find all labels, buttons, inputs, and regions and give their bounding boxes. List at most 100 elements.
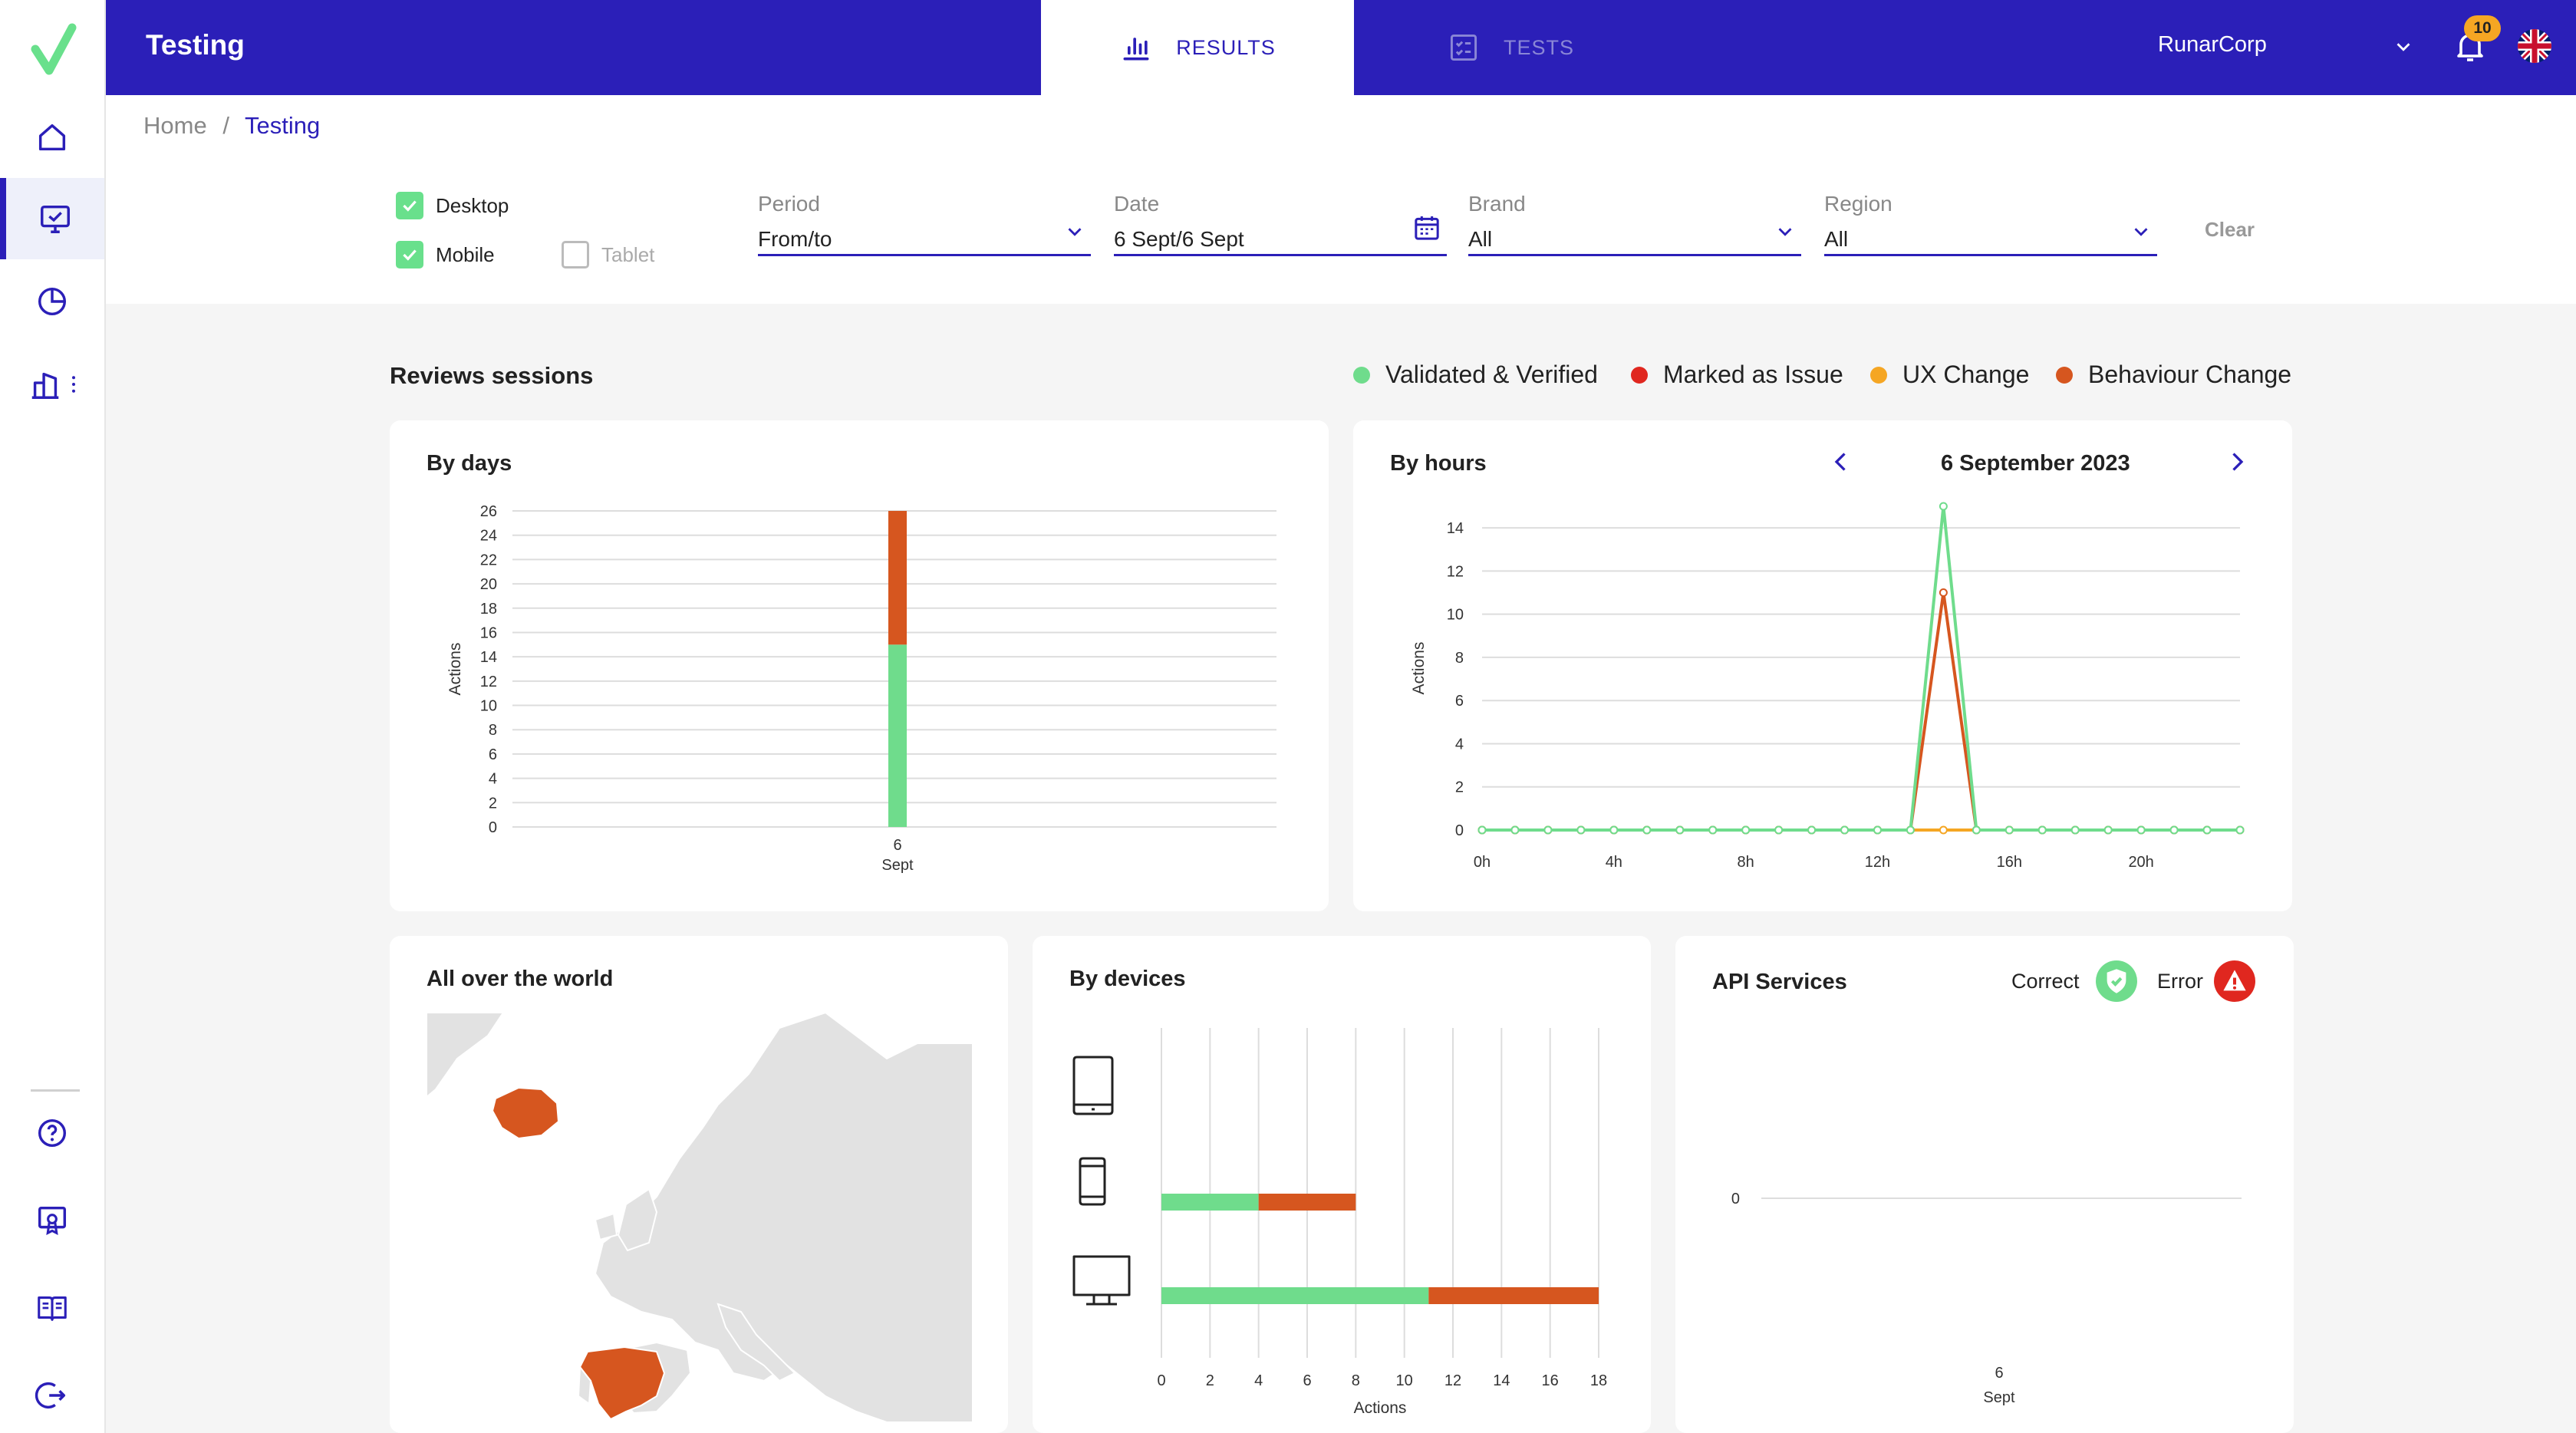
card-title: API Services xyxy=(1712,970,1847,994)
date-field[interactable]: Date 6 Sept/6 Sept xyxy=(1114,192,1447,256)
map-region-ireland xyxy=(594,1212,618,1241)
y-tick-label: 16 xyxy=(480,624,497,641)
hours-date: 6 September 2023 xyxy=(1941,451,2130,476)
sidebar-item-help[interactable] xyxy=(0,1092,104,1174)
chevron-right-icon[interactable] xyxy=(2223,448,2251,476)
org-selector[interactable]: RunarCorp xyxy=(2158,32,2267,57)
app-logo[interactable] xyxy=(31,23,77,77)
legend-label: Marked as Issue xyxy=(1663,361,1843,388)
chevron-down-icon xyxy=(2134,228,2148,236)
pie-chart-icon xyxy=(38,287,67,316)
sidebar xyxy=(0,0,106,1433)
help-icon xyxy=(38,1118,67,1148)
x-tick-label: Sept xyxy=(881,857,914,874)
certificate-icon xyxy=(38,1206,67,1235)
y-tick-label: 10 xyxy=(1447,607,1464,624)
x-tick-label: 16 xyxy=(1542,1372,1559,1389)
data-point xyxy=(2136,825,2146,835)
y-tick-label: 8 xyxy=(489,722,497,739)
sidebar-item-testing[interactable] xyxy=(0,178,104,259)
brand-value: All xyxy=(1468,227,1493,251)
by-days-card: By days 0 2 4 6 8 10 12 14 16 18 20 22 24 26 Actions 6 S… xyxy=(390,420,1329,911)
breadcrumb: Home / Testing xyxy=(143,112,320,140)
x-tick-label: 4h xyxy=(1606,854,1622,871)
y-tick-label: 4 xyxy=(1455,736,1464,753)
desktop-icon xyxy=(1072,1255,1131,1306)
chevron-down-icon xyxy=(1068,228,1082,236)
tab-results-label: RESULTS xyxy=(1176,35,1276,59)
calendar-icon[interactable] xyxy=(1412,212,1442,243)
date-value: 6 Sept/6 Sept xyxy=(1114,227,1244,251)
sidebar-item-docs[interactable] xyxy=(0,1267,104,1349)
data-point xyxy=(1873,825,1882,835)
clear-filters-button[interactable]: Clear xyxy=(2205,218,2255,241)
data-point xyxy=(1939,825,1948,835)
chevron-down-icon[interactable] xyxy=(2392,35,2415,58)
map-region-italy xyxy=(716,1303,796,1382)
sidebar-item-companies[interactable] xyxy=(0,344,104,425)
region-select[interactable]: Region All xyxy=(1824,192,2157,256)
map-region xyxy=(427,1013,505,1099)
y-tick-label: 8 xyxy=(1455,650,1464,667)
breadcrumb-home[interactable]: Home xyxy=(143,112,207,139)
sidebar-item-home[interactable] xyxy=(0,97,104,178)
chevron-left-icon[interactable] xyxy=(1827,448,1855,476)
legend-label: UX Change xyxy=(1902,361,2030,388)
brand-select[interactable]: Brand All xyxy=(1468,192,1801,256)
monitor-check-icon xyxy=(41,205,70,233)
breadcrumb-current: Testing xyxy=(245,112,321,139)
uk-flag-icon[interactable] xyxy=(2518,29,2551,63)
series-line xyxy=(1482,506,2240,832)
y-tick-label: 0 xyxy=(1455,822,1464,839)
y-axis-label: Actions xyxy=(1410,642,1428,695)
card-title: By hours xyxy=(1390,451,1487,476)
tab-tests[interactable]: TESTS xyxy=(1354,0,1667,95)
data-point xyxy=(1477,825,1487,835)
bar-segment xyxy=(1258,1194,1356,1211)
by-devices-chart: 0 2 4 6 8 10 12 14 16 18 Actions xyxy=(1072,1028,1607,1417)
x-tick-label: 6 xyxy=(1995,1365,2003,1382)
bar-segment xyxy=(1161,1287,1429,1304)
data-point xyxy=(1741,825,1751,835)
notification-badge: 10 xyxy=(2464,15,2501,41)
more-vertical-icon[interactable] xyxy=(71,373,77,396)
y-tick-label: 10 xyxy=(480,698,497,715)
region-label: Region xyxy=(1824,192,1892,216)
data-point xyxy=(1906,825,1915,835)
data-point xyxy=(2202,825,2212,835)
mobile-checkbox[interactable]: Mobile xyxy=(396,241,495,268)
brand-label: Brand xyxy=(1468,192,1526,216)
legend-dot xyxy=(1353,366,1370,384)
legend-label: Behaviour Change xyxy=(2088,361,2292,388)
data-point xyxy=(2037,825,2047,835)
mobile-label: Mobile xyxy=(436,242,495,266)
page-title: Testing xyxy=(146,29,245,61)
data-point xyxy=(1675,825,1685,835)
data-point xyxy=(1609,825,1619,835)
series-line xyxy=(1482,592,2240,832)
checklist-icon xyxy=(1450,34,1477,61)
period-select[interactable]: Period From/to xyxy=(758,192,1091,256)
checkbox-checked-icon xyxy=(396,192,423,219)
sidebar-item-certificate[interactable] xyxy=(0,1180,104,1261)
x-tick-label: 12 xyxy=(1444,1372,1461,1389)
x-tick-label: 16h xyxy=(1997,854,2022,871)
bar-segment xyxy=(1428,1287,1599,1304)
section-title: Reviews sessions xyxy=(390,362,594,389)
x-tick-label: Sept xyxy=(1983,1389,2015,1406)
desktop-checkbox[interactable]: Desktop xyxy=(396,192,509,219)
y-tick-label: 2 xyxy=(489,795,497,812)
sidebar-item-logout[interactable] xyxy=(0,1355,104,1433)
europe-map xyxy=(427,1013,973,1422)
data-point xyxy=(1939,588,1948,598)
period-label: Period xyxy=(758,192,820,216)
data-point xyxy=(1510,825,1520,835)
y-tick-label: 0 xyxy=(489,819,497,836)
card-title: All over the world xyxy=(427,967,614,991)
sidebar-item-reports[interactable] xyxy=(0,261,104,342)
bar-segment xyxy=(888,644,907,827)
tab-results[interactable]: RESULTS xyxy=(1041,0,1354,95)
mobile-icon xyxy=(1079,1157,1106,1206)
tab-tests-label: TESTS xyxy=(1503,35,1574,59)
tablet-checkbox[interactable]: Tablet xyxy=(562,241,654,268)
